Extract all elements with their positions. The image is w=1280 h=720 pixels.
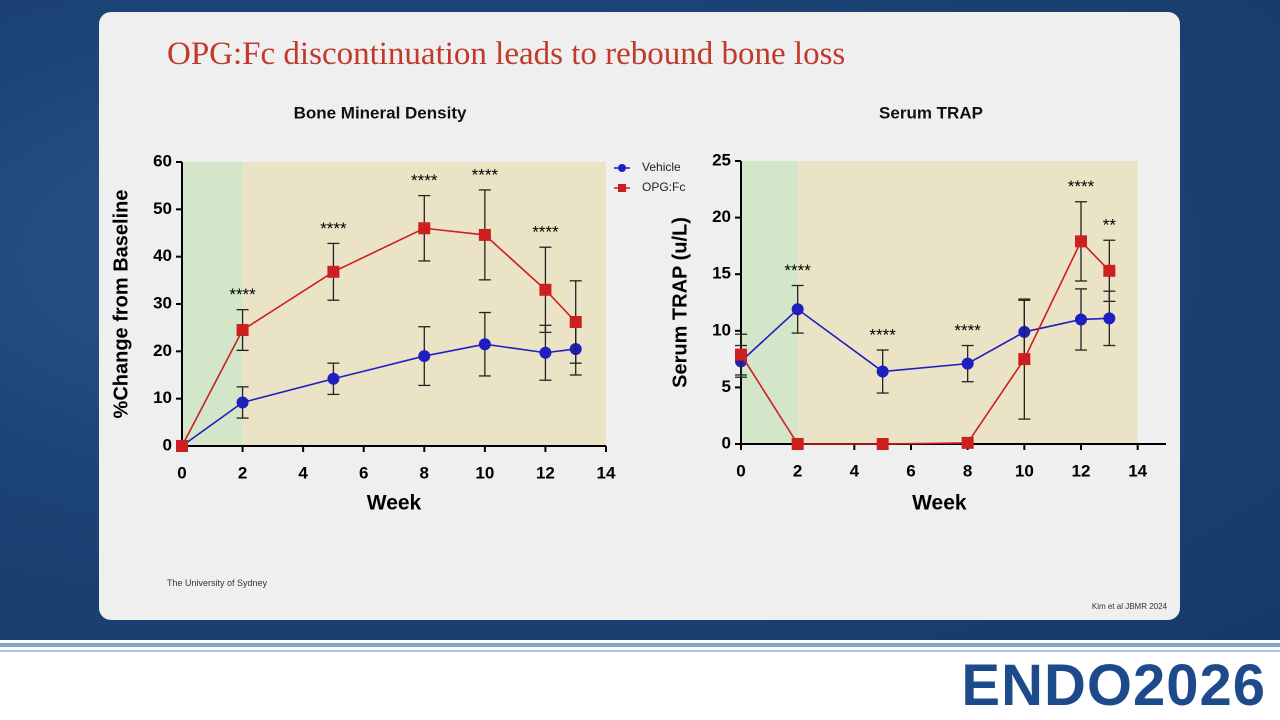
y-tick-label: 0	[163, 435, 172, 454]
x-axis-label: Week	[912, 492, 967, 515]
marker	[1075, 235, 1087, 248]
x-tick-label: 14	[1128, 461, 1147, 480]
marker	[539, 346, 552, 359]
stripe	[0, 643, 1280, 647]
marker	[791, 438, 804, 450]
x-tick-label: 4	[298, 463, 308, 482]
x-tick-label: 14	[597, 463, 616, 482]
y-tick-label: 30	[153, 293, 172, 312]
marker	[539, 283, 552, 296]
legend-marker	[618, 164, 626, 172]
significance: ****	[472, 165, 499, 184]
significance: ****	[784, 261, 811, 280]
marker	[1018, 353, 1031, 366]
x-tick-label: 6	[359, 463, 368, 482]
marker	[236, 396, 249, 409]
significance: ****	[1068, 177, 1095, 196]
marker	[418, 222, 431, 235]
charts: Bone Mineral Density Week %Change from Bas…	[110, 103, 1166, 515]
chart-title: Bone Mineral Density	[294, 103, 467, 122]
y-tick-label: 15	[712, 264, 731, 283]
marker	[961, 357, 974, 370]
marker	[791, 303, 804, 316]
x-tick-label: 2	[793, 461, 802, 480]
stripe	[0, 650, 1280, 652]
y-tick-label: 20	[153, 341, 172, 360]
slide-title: OPG:Fc discontinuation leads to rebound …	[167, 36, 846, 72]
marker	[876, 438, 889, 450]
marker	[478, 228, 491, 241]
marker	[735, 348, 747, 361]
y-tick-label: 60	[153, 151, 172, 170]
marker	[569, 315, 582, 328]
marker	[1075, 313, 1087, 326]
marker	[236, 324, 249, 337]
x-tick-label: 12	[536, 463, 555, 482]
chart-title: Serum TRAP	[879, 103, 983, 122]
x-tick-label: 0	[177, 463, 186, 482]
x-axis-label: Week	[367, 492, 422, 515]
significance: ****	[411, 171, 438, 190]
legend-marker	[618, 184, 626, 192]
significance: ****	[320, 219, 347, 238]
legend-label: Vehicle	[642, 160, 681, 174]
marker	[418, 350, 431, 363]
x-tick-label: 8	[963, 461, 972, 480]
marker	[876, 365, 889, 378]
x-tick-label: 6	[906, 461, 915, 480]
marker	[176, 440, 188, 452]
logo: ENDO2026	[961, 653, 1266, 718]
y-tick-label: 10	[153, 388, 172, 407]
significance: **	[1103, 216, 1117, 235]
x-tick-label: 10	[1015, 461, 1034, 480]
marker	[327, 265, 340, 278]
y-axis-label: %Change from Baseline	[110, 190, 132, 419]
phase-band	[741, 161, 798, 444]
y-axis-label: Serum TRAP (u/L)	[669, 217, 691, 388]
x-tick-label: 4	[850, 461, 860, 480]
x-tick-label: 10	[475, 463, 494, 482]
y-tick-label: 25	[712, 150, 731, 169]
x-tick-label: 8	[420, 463, 429, 482]
y-tick-label: 40	[153, 246, 172, 265]
marker	[327, 372, 340, 385]
y-tick-label: 10	[712, 320, 731, 339]
legend-label: OPG:Fc	[642, 180, 685, 194]
y-tick-label: 20	[712, 207, 731, 226]
marker	[1103, 264, 1116, 277]
x-tick-label: 0	[736, 461, 745, 480]
significance: ****	[869, 326, 896, 345]
footer: The University of Sydney	[167, 578, 268, 588]
phase-band	[182, 162, 243, 446]
x-tick-label: 12	[1072, 461, 1091, 480]
phase-band	[797, 161, 1138, 444]
marker	[478, 338, 491, 351]
marker	[961, 436, 974, 449]
citation: Kim et al JBMR 2024	[1091, 602, 1167, 611]
y-tick-label: 50	[153, 199, 172, 218]
y-tick-label: 0	[722, 433, 731, 452]
significance: ****	[229, 285, 256, 304]
y-tick-label: 5	[722, 377, 731, 396]
significance: ****	[532, 223, 559, 242]
x-tick-label: 2	[238, 463, 247, 482]
significance: ****	[954, 321, 981, 340]
marker	[1103, 312, 1116, 325]
